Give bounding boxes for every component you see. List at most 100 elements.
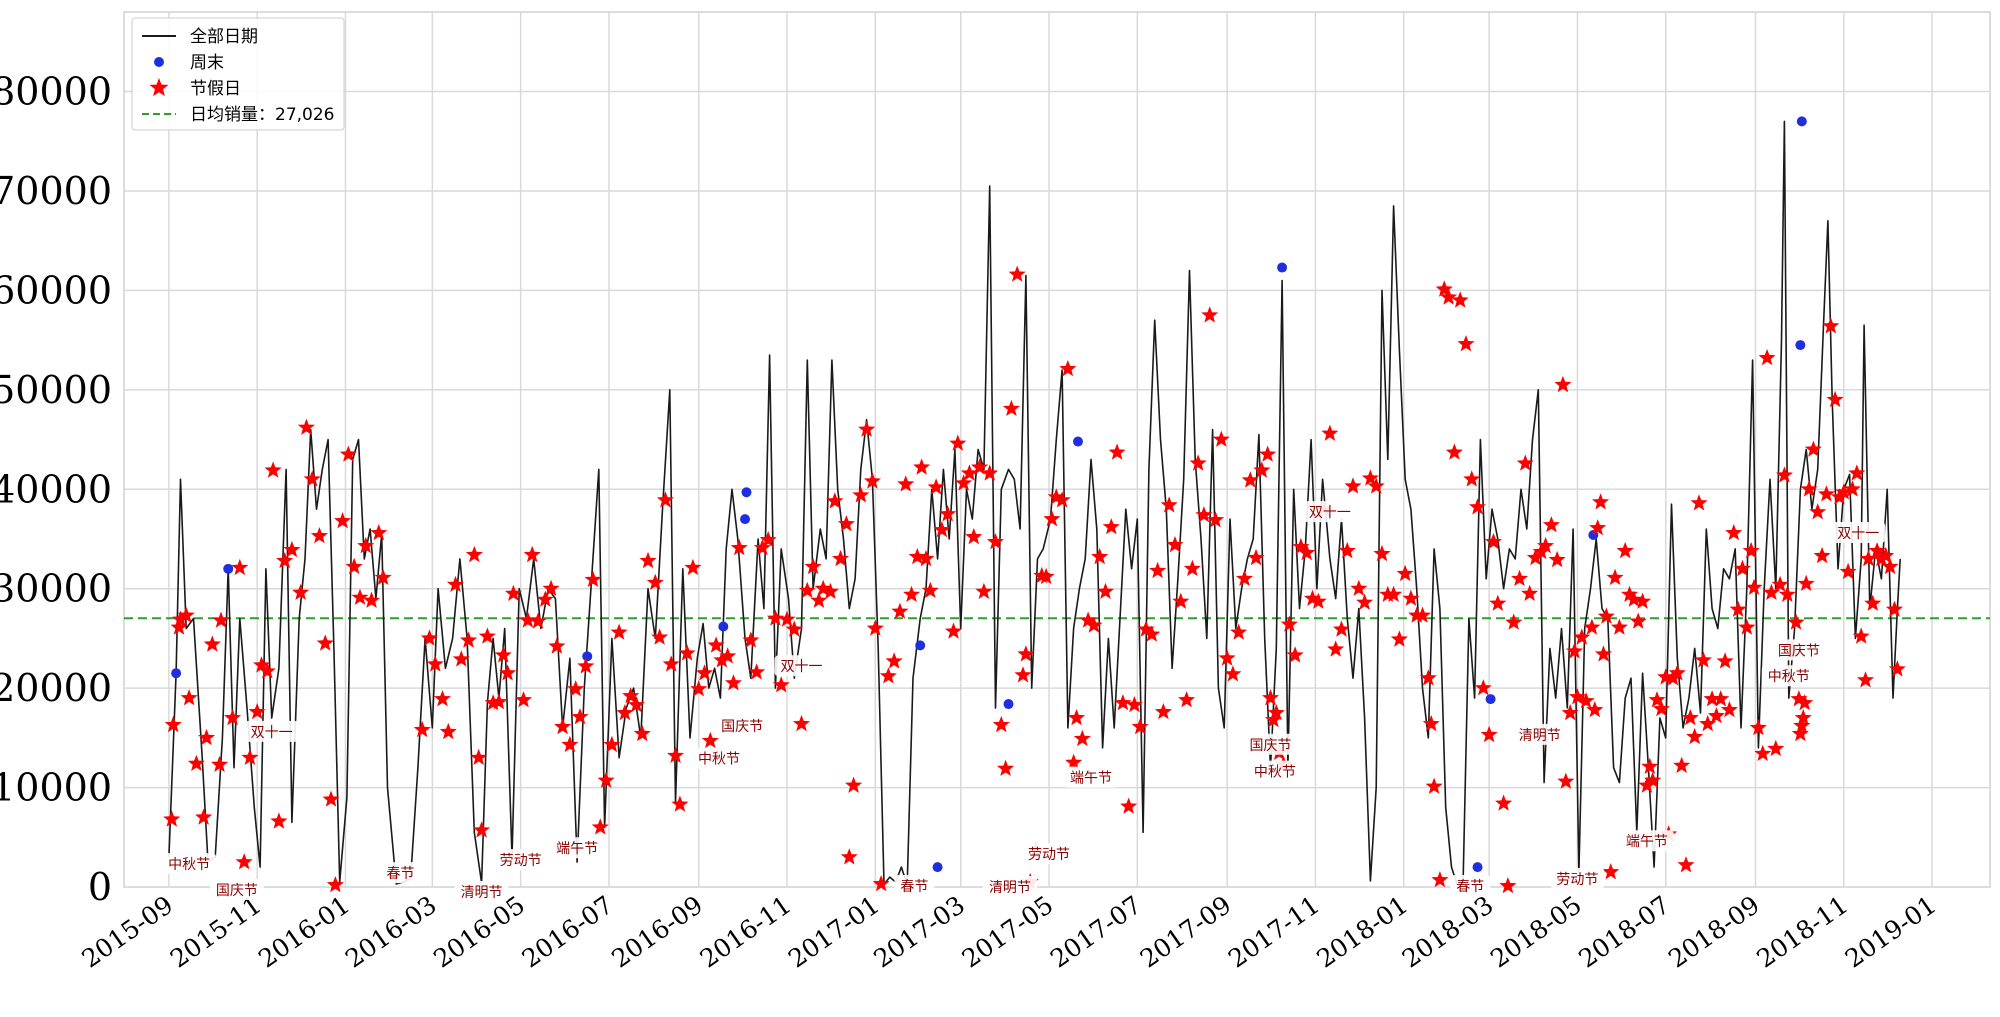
holiday-point (1610, 618, 1628, 635)
plot-area (123, 11, 1991, 888)
holiday-point (949, 434, 967, 451)
holiday-point (1589, 519, 1607, 536)
holiday-point (1561, 704, 1579, 721)
y-tick-label: 20000 (0, 666, 112, 710)
holiday-point (1638, 776, 1656, 793)
holiday-point (163, 810, 181, 827)
weekend-point (740, 514, 751, 525)
y-tick-label: 60000 (0, 268, 112, 312)
holiday-point (837, 515, 855, 532)
holiday-point (1745, 578, 1763, 595)
x-tick-label: 2018-09 (1663, 890, 1765, 973)
holiday-point (1767, 739, 1785, 757)
x-tick-label: 2017-11 (1223, 890, 1325, 973)
y-tick-label: 10000 (0, 766, 112, 810)
x-tick-label: 2017-03 (868, 890, 970, 973)
holiday-point (1641, 757, 1659, 774)
legend-holiday-swatch (149, 78, 169, 97)
holiday-point (1419, 669, 1437, 686)
holiday-point (1800, 480, 1818, 497)
holiday-point (1425, 777, 1443, 794)
holiday-point (292, 583, 310, 600)
holiday-point (499, 664, 517, 681)
y-axis-ticks: 0 10000 20000 30000 40000 50000 60000 70000 8000… (0, 70, 112, 909)
holiday-point (1183, 559, 1201, 577)
holiday-point (1422, 714, 1440, 732)
holiday-point (1195, 506, 1213, 523)
holiday-point (897, 475, 915, 492)
annotation-box (774, 655, 829, 677)
annotation-box (691, 747, 746, 769)
weekend-point (582, 651, 593, 662)
sales-line (168, 120, 1901, 886)
annotation-box (1302, 501, 1357, 523)
holiday-point (1440, 288, 1458, 305)
holiday-point (603, 735, 621, 753)
holiday-point (446, 575, 465, 592)
holiday-point (1621, 585, 1639, 602)
holiday-point (270, 812, 288, 829)
holiday-point (748, 663, 766, 680)
holiday-point (420, 629, 438, 646)
holiday-point (1309, 592, 1327, 609)
holiday-point (1414, 606, 1432, 623)
holiday-point (1321, 424, 1339, 441)
holiday-point (1872, 549, 1890, 567)
holiday-point (1445, 443, 1463, 460)
holiday-point (1568, 688, 1586, 705)
holiday-point (1402, 589, 1420, 606)
holiday-point (975, 582, 993, 599)
weekend-point (223, 563, 234, 574)
holiday-point (646, 573, 664, 590)
holiday-point (1212, 430, 1230, 447)
holiday-point (1822, 317, 1840, 334)
annotation-box (454, 880, 509, 902)
x-tick-label: 2017-09 (1135, 890, 1237, 973)
holiday-point (616, 704, 634, 721)
weekend-point (1072, 436, 1083, 447)
x-tick-label: 2018-03 (1397, 890, 1499, 973)
holiday-point (1791, 724, 1809, 742)
annotation-box (244, 720, 299, 742)
annotation-box (1619, 830, 1674, 852)
holiday-point (1350, 579, 1368, 596)
holiday-point (1457, 335, 1475, 352)
annotation-label: 国庆节 (1250, 738, 1292, 754)
annotation-box (1512, 723, 1567, 745)
holiday-point (1573, 628, 1591, 645)
holiday-point (1091, 547, 1109, 565)
holiday-point (1716, 652, 1734, 669)
holiday-point (1435, 280, 1453, 297)
holiday-point (814, 579, 832, 596)
holiday-point (1809, 503, 1827, 520)
holiday-point (264, 461, 282, 478)
annotation-label: 春节 (386, 866, 414, 882)
holiday-point (719, 647, 737, 664)
legend-line-label: 全部日期 (190, 27, 258, 47)
weekend-point (741, 487, 752, 498)
holiday-point (863, 472, 881, 489)
holiday-point (684, 558, 702, 576)
holiday-point (1344, 477, 1362, 494)
holiday-point (1848, 464, 1866, 481)
y-tick-label: 50000 (0, 368, 112, 412)
holiday-point (548, 637, 566, 654)
holiday-point (1758, 349, 1776, 366)
holiday-point (656, 491, 674, 508)
holiday-point (1703, 690, 1721, 707)
weekend-point (1003, 699, 1014, 710)
holiday-point (1017, 645, 1035, 662)
holiday-point (1797, 574, 1815, 591)
x-tick-label: 2016-03 (340, 890, 442, 973)
holiday-point (1606, 568, 1624, 585)
holiday-point (633, 724, 651, 742)
holiday-point (1817, 485, 1835, 502)
holiday-point (921, 581, 939, 598)
holiday-point (1843, 480, 1861, 497)
holiday-point (1224, 665, 1242, 682)
holiday-point (1652, 700, 1670, 717)
holiday-point (1677, 856, 1695, 873)
holiday-point (1594, 645, 1612, 662)
holiday-point (484, 694, 502, 711)
